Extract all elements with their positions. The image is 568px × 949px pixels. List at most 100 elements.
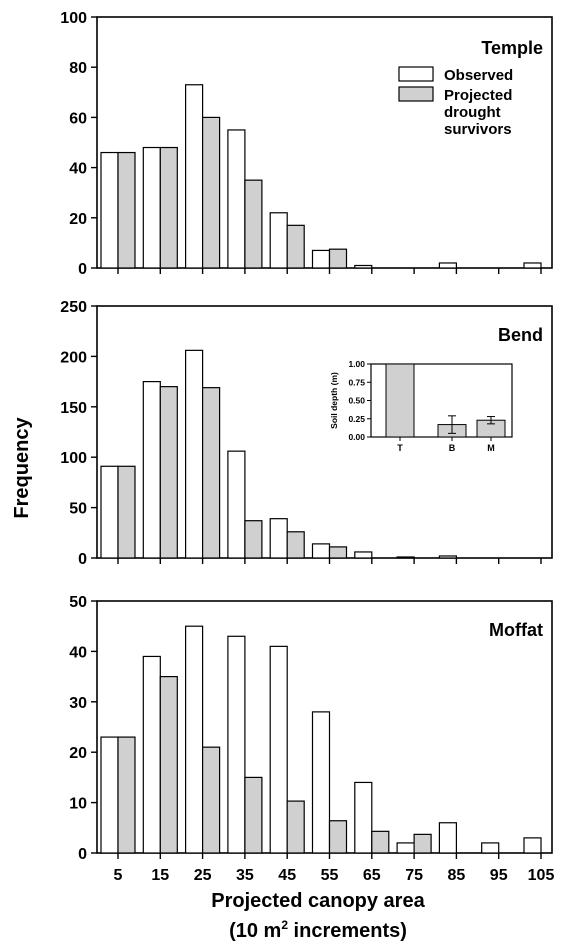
x-axis-label-line2-post: increments) bbox=[288, 920, 407, 942]
observed-bar bbox=[227, 450, 246, 559]
projected-bar bbox=[286, 224, 305, 269]
panel-temple: 0 20 40 60 80 100 Temple Observed Projecteddroug… bbox=[60, 10, 553, 278]
panel-title: Moffat bbox=[489, 620, 543, 640]
y-tick-label: 60 bbox=[69, 110, 87, 127]
observed-bar bbox=[396, 842, 415, 854]
inset-x-tick-label: M bbox=[487, 443, 495, 453]
projected-bar bbox=[159, 675, 178, 854]
x-axis-label-superscript: 2 bbox=[281, 918, 288, 932]
observed-bar bbox=[227, 129, 246, 269]
projected-bar bbox=[286, 800, 305, 854]
projected-bar bbox=[117, 736, 136, 854]
observed-bar bbox=[354, 781, 373, 854]
inset-y-tick-label: 0.75 bbox=[348, 377, 365, 387]
x-axis-label-line2-pre: (10 m bbox=[229, 920, 281, 942]
x-tick-label: 15 bbox=[151, 867, 169, 884]
x-tick-label: 45 bbox=[278, 867, 296, 884]
panel-moffat: 0 10 20 30 40 50 Moffat bbox=[69, 594, 553, 863]
observed-bar bbox=[523, 262, 542, 269]
panel-title: Bend bbox=[498, 325, 543, 345]
projected-bar bbox=[244, 179, 263, 269]
x-tick-label: 65 bbox=[363, 867, 381, 884]
y-axis-label: Frequency bbox=[11, 417, 33, 519]
y-tick-label: 40 bbox=[69, 644, 87, 661]
y-tick-label: 100 bbox=[60, 10, 87, 27]
observed-bar bbox=[354, 551, 373, 559]
y-tick-label: 0 bbox=[78, 551, 87, 568]
observed-bar bbox=[438, 555, 457, 559]
observed-bar bbox=[142, 655, 161, 854]
observed-bar bbox=[185, 84, 204, 269]
legend-label-observed: Observed bbox=[444, 67, 513, 84]
legend-label-projected-line: survivors bbox=[444, 121, 512, 138]
observed-bar bbox=[311, 249, 331, 269]
observed-bar bbox=[523, 837, 542, 854]
y-tick-label: 0 bbox=[78, 261, 87, 278]
y-tick-label: 150 bbox=[60, 400, 87, 417]
projected-bar bbox=[117, 151, 136, 269]
x-axis-label-line2: (10 m2 increments) bbox=[229, 918, 407, 942]
projected-bar bbox=[159, 386, 178, 559]
y-tick-label: 30 bbox=[69, 695, 87, 712]
observed-bar bbox=[438, 262, 457, 269]
inset-y-tick-label: 0.50 bbox=[348, 396, 365, 406]
x-tick-label: 35 bbox=[236, 867, 254, 884]
y-tick-label: 50 bbox=[69, 594, 87, 611]
inset-y-tick-label: 0.00 bbox=[348, 432, 365, 442]
inset-y-tick-label: 0.25 bbox=[348, 414, 365, 424]
legend-swatch-projected bbox=[398, 86, 434, 102]
y-tick-label: 40 bbox=[69, 161, 87, 178]
observed-bar bbox=[396, 556, 415, 559]
observed-bar bbox=[311, 543, 331, 559]
inset-y-axis-label: Soil depth (m) bbox=[329, 372, 339, 429]
x-tick-label: 75 bbox=[405, 867, 423, 884]
y-tick-label: 20 bbox=[69, 211, 87, 228]
panel-title: Temple bbox=[481, 38, 543, 58]
projected-bar bbox=[244, 520, 263, 559]
projected-bar bbox=[286, 531, 305, 559]
y-tick-label: 0 bbox=[78, 846, 87, 863]
panel-bend: 0 50 100 150 200 250 Bend 0.00 0.25 0.50 0.75 1.00 S… bbox=[60, 299, 553, 568]
observed-bar bbox=[311, 711, 331, 854]
panels-group: 020406080100TempleObservedProjecteddroug… bbox=[60, 10, 553, 863]
observed-bar bbox=[100, 465, 119, 559]
projected-bar bbox=[328, 546, 348, 559]
legend-swatch-observed bbox=[398, 66, 434, 82]
x-tick-label: 85 bbox=[448, 867, 466, 884]
projected-bar bbox=[244, 776, 263, 854]
observed-bar bbox=[100, 151, 119, 269]
projected-bar bbox=[202, 387, 221, 559]
projected-bar bbox=[328, 820, 348, 854]
observed-bar bbox=[100, 736, 119, 854]
shared-x-axis: 5 15 25 35 45 55 65 75 85 95 105 bbox=[114, 867, 555, 884]
projected-bar bbox=[159, 146, 178, 269]
observed-bar bbox=[481, 842, 500, 854]
x-axis-label-line1: Projected canopy area bbox=[211, 890, 425, 912]
y-tick-label: 100 bbox=[60, 450, 87, 467]
x-tick-label: 25 bbox=[194, 867, 212, 884]
observed-bar bbox=[269, 212, 288, 269]
y-tick-label: 250 bbox=[60, 299, 87, 316]
observed-bar bbox=[269, 518, 288, 559]
observed-bar bbox=[142, 146, 161, 269]
projected-bar bbox=[328, 248, 348, 269]
observed-bar bbox=[185, 349, 204, 559]
y-tick-label: 200 bbox=[60, 349, 87, 366]
inset-y-tick-label: 1.00 bbox=[348, 359, 365, 369]
inset-x-tick-label: B bbox=[449, 443, 456, 453]
observed-bar bbox=[185, 625, 204, 854]
observed-bar bbox=[354, 264, 373, 269]
legend-label-projected-line: Projected bbox=[444, 87, 512, 104]
projected-bar bbox=[202, 116, 221, 269]
y-tick-label: 50 bbox=[69, 501, 87, 518]
observed-bar bbox=[438, 822, 457, 854]
projected-bar bbox=[413, 833, 432, 854]
observed-bar bbox=[269, 645, 288, 854]
inset-x-tick-label: T bbox=[397, 443, 403, 453]
observed-bar bbox=[227, 635, 246, 854]
projected-bar bbox=[371, 830, 390, 854]
x-tick-label: 105 bbox=[528, 867, 555, 884]
x-tick-label: 55 bbox=[321, 867, 339, 884]
